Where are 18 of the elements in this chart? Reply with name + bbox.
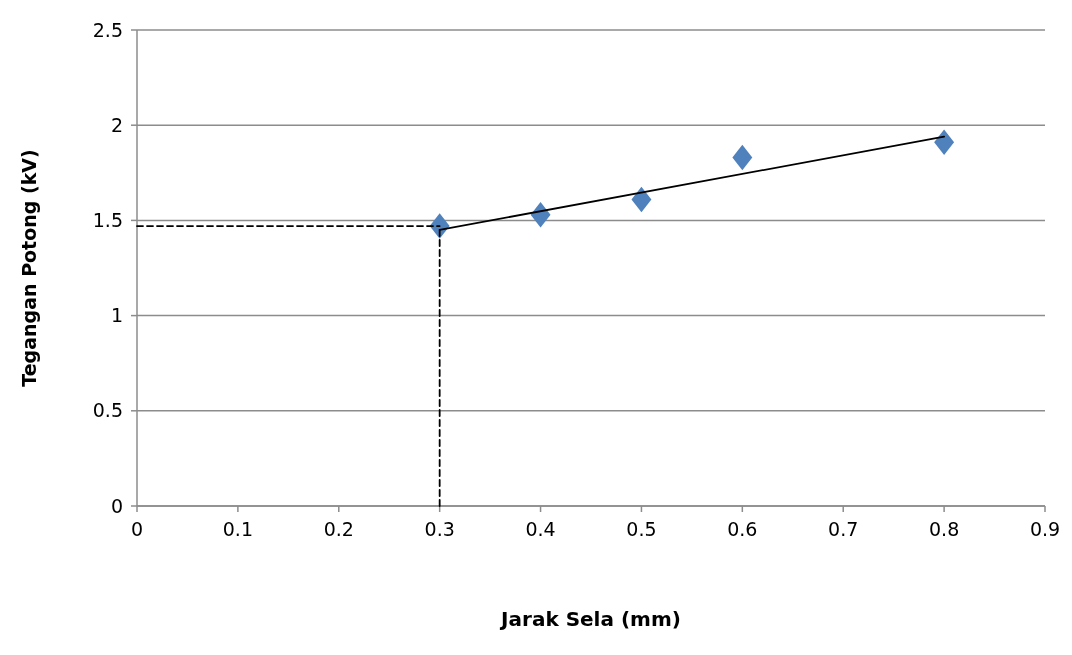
y-axis-title: Tegangan Potong (kV) bbox=[18, 149, 40, 387]
x-tick-label: 0.3 bbox=[424, 518, 455, 540]
y-tick-label: 1 bbox=[110, 304, 123, 327]
x-tick-label: 0.6 bbox=[727, 518, 758, 540]
x-tick-label: 0.5 bbox=[626, 518, 657, 540]
x-tick-label: 0.4 bbox=[525, 518, 556, 540]
x-tick-label: 0.9 bbox=[1029, 518, 1061, 540]
x-tick-label: 0.8 bbox=[929, 518, 960, 540]
x-tick-label: 0.7 bbox=[828, 518, 859, 540]
x-axis-title: Jarak Sela (mm) bbox=[499, 607, 681, 631]
y-tick-label: 0 bbox=[110, 494, 123, 517]
x-tick-label: 0.2 bbox=[323, 518, 354, 540]
y-tick-label: 2 bbox=[110, 113, 123, 136]
y-tick-label: 1.5 bbox=[92, 209, 123, 232]
x-tick-label: 0 bbox=[130, 518, 144, 540]
x-tick-label: 0.1 bbox=[222, 518, 253, 540]
y-tick-label: 2.5 bbox=[92, 18, 123, 41]
y-tick-label: 0.5 bbox=[92, 399, 123, 422]
